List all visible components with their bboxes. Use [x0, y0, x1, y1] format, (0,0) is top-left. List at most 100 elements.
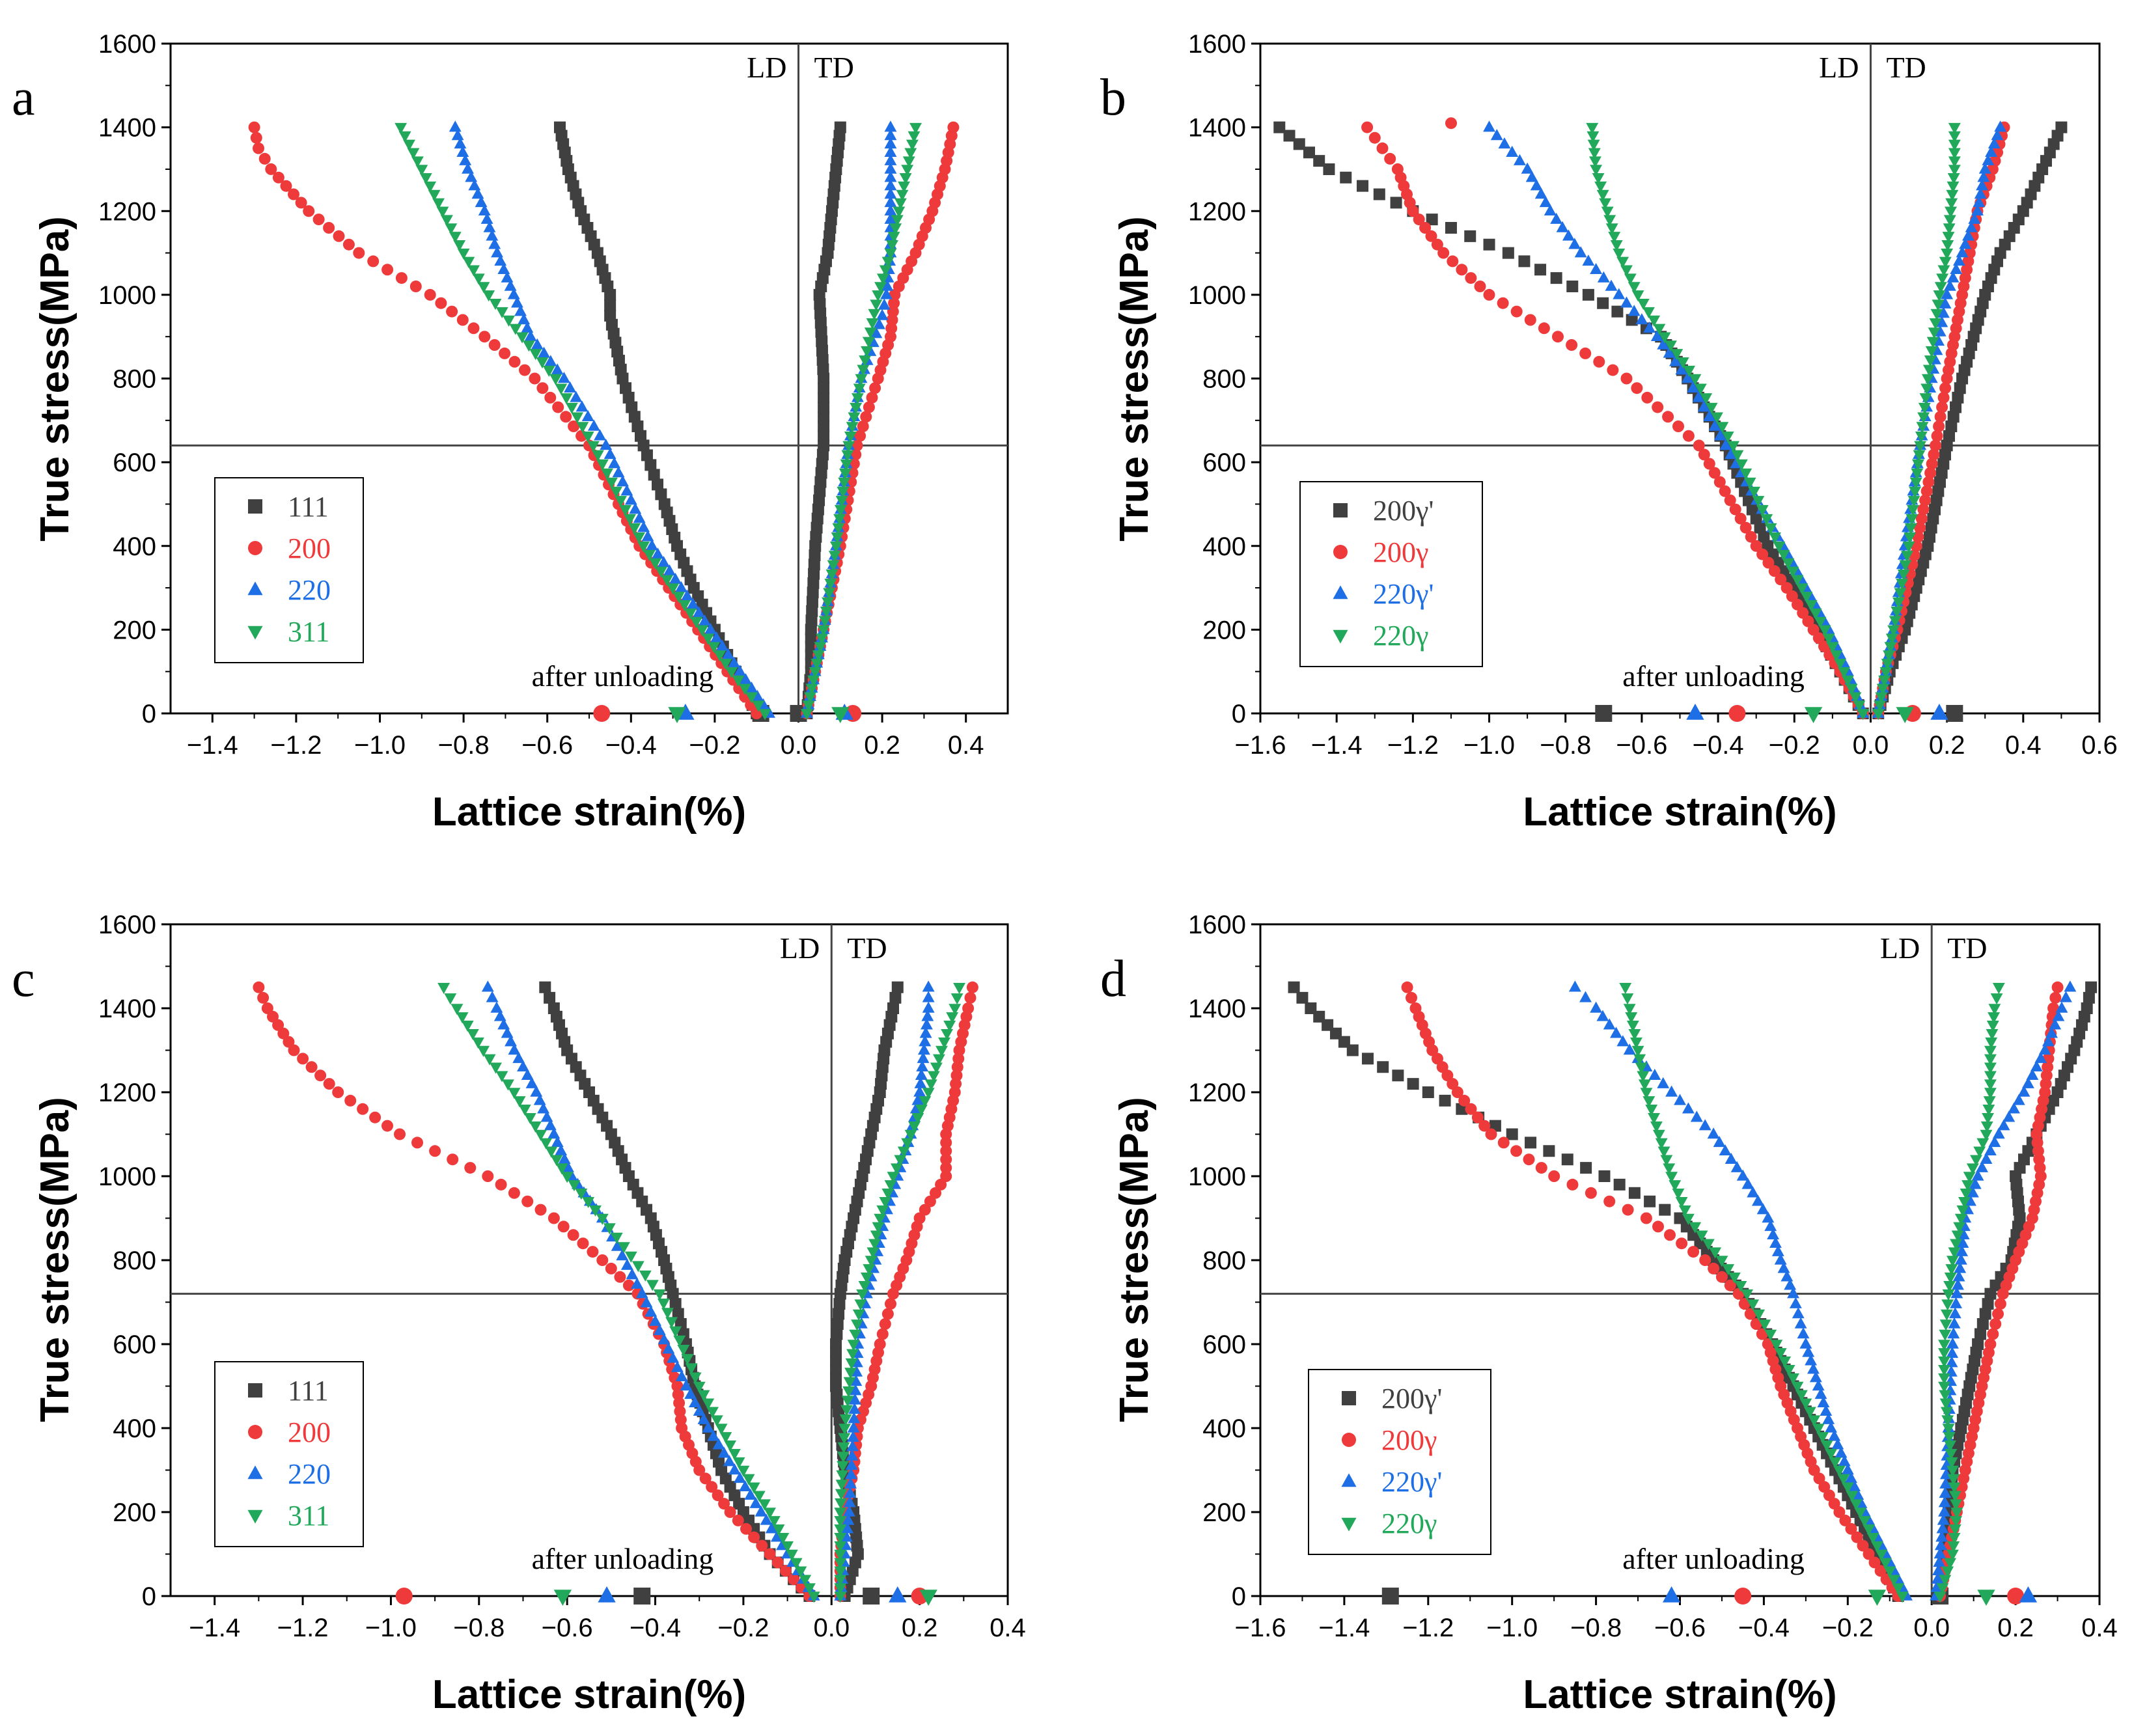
x-tick-label: 0.0 — [1853, 731, 1889, 760]
data-point — [477, 1045, 490, 1057]
data-point — [1744, 1308, 1756, 1320]
data-point — [411, 1137, 423, 1149]
data-point — [490, 1062, 502, 1074]
data-point — [582, 1196, 595, 1209]
data-point — [1593, 355, 1605, 368]
data-point — [1426, 214, 1438, 226]
data-point — [1912, 530, 1924, 543]
data-point — [770, 1530, 783, 1542]
data-point — [1456, 264, 1468, 276]
data-point — [483, 1054, 496, 1066]
data-point — [1941, 1566, 1954, 1578]
data-point — [1652, 401, 1664, 413]
data-point — [1850, 1499, 1863, 1511]
data-point — [1892, 597, 1905, 609]
data-point — [1791, 575, 1804, 586]
data-point — [1619, 983, 1632, 995]
data-point — [1273, 121, 1286, 133]
data-point — [483, 221, 496, 232]
data-point — [874, 282, 887, 294]
data-point — [1585, 1187, 1597, 1199]
data-point — [847, 1340, 860, 1351]
data-point — [1924, 355, 1937, 367]
data-point — [1497, 1137, 1510, 1149]
data-point — [1839, 1514, 1851, 1526]
data-point — [816, 633, 828, 645]
data-point — [946, 1012, 959, 1024]
data-point — [1544, 204, 1557, 215]
data-point — [1805, 1354, 1818, 1366]
data-point — [715, 1424, 728, 1435]
y-tick-label: 1400 — [1188, 995, 1246, 1023]
data-point — [869, 382, 881, 394]
data-point — [1974, 187, 1987, 199]
data-point — [1816, 1432, 1829, 1444]
data-point — [450, 1004, 464, 1015]
data-point — [1784, 1278, 1797, 1290]
legend-marker — [247, 1465, 263, 1480]
data-point — [1708, 1262, 1720, 1274]
data-point — [1672, 1189, 1685, 1200]
ld-annotation: LD — [747, 51, 786, 84]
data-point — [732, 1457, 745, 1468]
data-point — [1625, 1012, 1638, 1024]
data-point — [1921, 374, 1934, 385]
data-point — [1918, 402, 1931, 414]
y-tick-label: 200 — [113, 616, 156, 644]
data-point — [1590, 1001, 1603, 1013]
data-point — [1724, 1279, 1736, 1291]
data-point — [1919, 494, 1932, 506]
data-point — [764, 1508, 776, 1519]
data-point — [714, 650, 727, 662]
data-point — [876, 273, 889, 285]
data-point — [848, 1393, 861, 1405]
data-point — [1743, 477, 1756, 489]
data-point — [280, 180, 292, 192]
data-point — [848, 412, 861, 424]
data-point — [1984, 1088, 1997, 1099]
data-point — [1941, 240, 1954, 252]
data-point — [1754, 521, 1766, 534]
data-point — [1762, 557, 1775, 569]
data-point — [1552, 331, 1564, 343]
data-point — [1940, 1407, 1953, 1418]
data-point — [533, 1094, 546, 1105]
data-point — [1510, 1145, 1523, 1157]
data-point — [843, 1496, 856, 1508]
data-point — [1713, 429, 1726, 441]
data-point — [614, 1271, 626, 1283]
data-point — [1613, 1178, 1626, 1191]
data-point — [813, 494, 825, 506]
data-point — [835, 495, 848, 507]
data-point — [1599, 198, 1612, 210]
data-point — [644, 459, 657, 471]
data-point — [344, 1094, 357, 1107]
data-point — [1432, 1053, 1443, 1065]
x-tick-label: −0.6 — [1654, 1614, 1706, 1642]
data-point — [748, 1531, 760, 1543]
data-point — [608, 457, 621, 469]
legend: 111 200 220 311 — [214, 1361, 364, 1547]
data-point — [862, 337, 875, 348]
data-point — [842, 441, 855, 452]
data-point — [1616, 256, 1629, 268]
data-point — [486, 229, 499, 241]
data-point — [512, 1052, 525, 1064]
data-point — [1991, 129, 2004, 141]
data-point — [2052, 1010, 2065, 1021]
data-point — [818, 420, 830, 432]
data-point — [1648, 1112, 1660, 1125]
data-point — [728, 1463, 741, 1475]
data-point — [1938, 1340, 1950, 1351]
data-point — [1797, 1327, 1810, 1339]
data-point — [596, 459, 609, 471]
data-point — [2017, 1085, 2030, 1097]
data-point — [876, 1328, 889, 1340]
data-point — [637, 542, 650, 553]
y-tick-label: 0 — [1232, 700, 1246, 728]
x-tick-label: −0.4 — [630, 1614, 681, 1642]
data-point — [837, 1461, 850, 1472]
data-point — [639, 1270, 652, 1282]
unload-point — [598, 1586, 616, 1603]
data-point — [1756, 1203, 1769, 1215]
